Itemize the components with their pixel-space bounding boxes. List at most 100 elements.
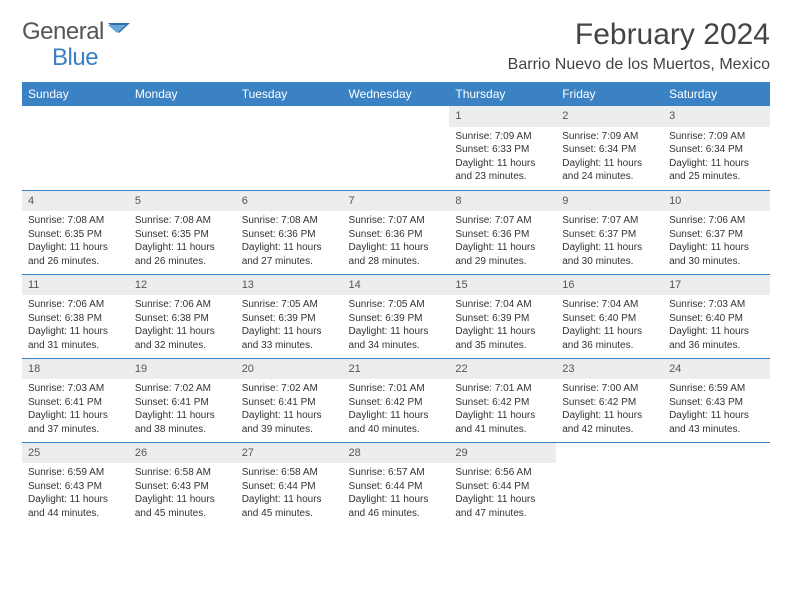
day-body: Sunrise: 7:08 AMSunset: 6:35 PMDaylight:…: [22, 211, 129, 272]
calendar-day-cell: 9 Sunrise: 7:07 AMSunset: 6:37 PMDaylight…: [556, 190, 663, 274]
sunset-line: Sunset: 6:37 PM: [562, 228, 657, 242]
calendar-week-row: 25Sunrise: 6:59 AMSunset: 6:43 PMDayligh…: [22, 442, 770, 526]
sunrise-line: Sunrise: 7:07 AM: [455, 214, 550, 228]
sunset-line: Sunset: 6:36 PM: [242, 228, 337, 242]
sunset-line: Sunset: 6:36 PM: [455, 228, 550, 242]
brand-logo: General: [22, 18, 132, 46]
location-subtitle: Barrio Nuevo de los Muertos, Mexico: [508, 56, 770, 74]
calendar-day-cell: 19Sunrise: 7:02 AMSunset: 6:41 PMDayligh…: [129, 358, 236, 442]
day-number: 25: [22, 443, 129, 464]
sunset-line: Sunset: 6:38 PM: [135, 312, 230, 326]
day-number: 6: [236, 191, 343, 212]
daylight-line: Daylight: 11 hours and 24 minutes.: [562, 157, 657, 184]
sunrise-line: Sunrise: 7:09 AM: [669, 130, 764, 144]
sunset-line: Sunset: 6:44 PM: [349, 480, 444, 494]
calendar-day-cell: 8Sunrise: 7:07 AMSunset: 6:36 PMDaylight…: [449, 190, 556, 274]
daylight-line: Daylight: 11 hours and 40 minutes.: [349, 409, 444, 436]
day-body: Sunrise: 7:06 AMSunset: 6:38 PMDaylight:…: [22, 295, 129, 356]
day-body: Sunrise: 7:04 AMSunset: 6:39 PMDaylight:…: [449, 295, 556, 356]
sunset-line: Sunset: 6:39 PM: [455, 312, 550, 326]
calendar-day-cell: 26Sunrise: 6:58 AMSunset: 6:43 PMDayligh…: [129, 442, 236, 526]
sunset-line: Sunset: 6:43 PM: [135, 480, 230, 494]
day-number: 2: [556, 106, 663, 127]
calendar-day-cell: [663, 442, 770, 526]
sunset-line: Sunset: 6:42 PM: [349, 396, 444, 410]
sunrise-line: Sunrise: 6:58 AM: [135, 466, 230, 480]
day-number: 11: [22, 275, 129, 296]
day-body: Sunrise: 7:06 AMSunset: 6:37 PMDaylight:…: [663, 211, 770, 272]
flag-icon: [108, 23, 130, 41]
sunrise-line: Sunrise: 7:08 AM: [28, 214, 123, 228]
day-number: 4: [22, 191, 129, 212]
day-number: 26: [129, 443, 236, 464]
day-number: 12: [129, 275, 236, 296]
sunrise-line: Sunrise: 7:01 AM: [455, 382, 550, 396]
sunrise-line: Sunrise: 7:07 AM: [562, 214, 657, 228]
calendar-day-cell: 15Sunrise: 7:04 AMSunset: 6:39 PMDayligh…: [449, 274, 556, 358]
weekday-header: Monday: [129, 82, 236, 106]
weekday-header: Tuesday: [236, 82, 343, 106]
day-body: Sunrise: 6:58 AMSunset: 6:43 PMDaylight:…: [129, 463, 236, 524]
calendar-day-cell: 4Sunrise: 7:08 AMSunset: 6:35 PMDaylight…: [22, 190, 129, 274]
sunset-line: Sunset: 6:39 PM: [242, 312, 337, 326]
sunrise-line: Sunrise: 7:08 AM: [135, 214, 230, 228]
day-number: 7: [343, 191, 450, 212]
day-number: 24: [663, 359, 770, 380]
daylight-line: Daylight: 11 hours and 41 minutes.: [455, 409, 550, 436]
daylight-line: Daylight: 11 hours and 26 minutes.: [28, 241, 123, 268]
calendar-day-cell: 5Sunrise: 7:08 AMSunset: 6:35 PMDaylight…: [129, 190, 236, 274]
day-number: 29: [449, 443, 556, 464]
calendar-day-cell: 3Sunrise: 7:09 AMSunset: 6:34 PMDaylight…: [663, 106, 770, 190]
day-body: Sunrise: 7:09 AMSunset: 6:34 PMDaylight:…: [663, 127, 770, 188]
day-body: Sunrise: 7:01 AMSunset: 6:42 PMDaylight:…: [343, 379, 450, 440]
sunset-line: Sunset: 6:43 PM: [28, 480, 123, 494]
day-body: Sunrise: 7:07 AMSunset: 6:36 PMDaylight:…: [343, 211, 450, 272]
day-number: 9: [556, 191, 663, 212]
sunrise-line: Sunrise: 7:04 AM: [562, 298, 657, 312]
calendar-day-cell: 14Sunrise: 7:05 AMSunset: 6:39 PMDayligh…: [343, 274, 450, 358]
day-number: 1: [449, 106, 556, 127]
daylight-line: Daylight: 11 hours and 30 minutes.: [562, 241, 657, 268]
day-body: Sunrise: 7:01 AMSunset: 6:42 PMDaylight:…: [449, 379, 556, 440]
daylight-line: Daylight: 11 hours and 34 minutes.: [349, 325, 444, 352]
brand-name-2: Blue: [52, 44, 98, 71]
title-block: February 2024 Barrio Nuevo de los Muerto…: [508, 18, 770, 74]
calendar-day-cell: 2Sunrise: 7:09 AMSunset: 6:34 PMDaylight…: [556, 106, 663, 190]
sunset-line: Sunset: 6:41 PM: [28, 396, 123, 410]
day-body: Sunrise: 7:05 AMSunset: 6:39 PMDaylight:…: [343, 295, 450, 356]
sunrise-line: Sunrise: 7:05 AM: [349, 298, 444, 312]
day-number: 10: [663, 191, 770, 212]
daylight-line: Daylight: 11 hours and 46 minutes.: [349, 493, 444, 520]
day-number: 20: [236, 359, 343, 380]
day-number: 27: [236, 443, 343, 464]
calendar-week-row: 18Sunrise: 7:03 AMSunset: 6:41 PMDayligh…: [22, 358, 770, 442]
calendar-day-cell: 20Sunrise: 7:02 AMSunset: 6:41 PMDayligh…: [236, 358, 343, 442]
month-title: February 2024: [508, 18, 770, 52]
sunrise-line: Sunrise: 7:06 AM: [28, 298, 123, 312]
sunset-line: Sunset: 6:35 PM: [135, 228, 230, 242]
day-body: Sunrise: 6:56 AMSunset: 6:44 PMDaylight:…: [449, 463, 556, 524]
day-number: 18: [22, 359, 129, 380]
calendar-day-cell: 29Sunrise: 6:56 AMSunset: 6:44 PMDayligh…: [449, 442, 556, 526]
day-body: Sunrise: 7:03 AMSunset: 6:40 PMDaylight:…: [663, 295, 770, 356]
day-number: 5: [129, 191, 236, 212]
daylight-line: Daylight: 11 hours and 36 minutes.: [562, 325, 657, 352]
day-number: 17: [663, 275, 770, 296]
sunset-line: Sunset: 6:41 PM: [135, 396, 230, 410]
calendar-week-row: 11Sunrise: 7:06 AMSunset: 6:38 PMDayligh…: [22, 274, 770, 358]
sunset-line: Sunset: 6:42 PM: [562, 396, 657, 410]
sunrise-line: Sunrise: 7:08 AM: [242, 214, 337, 228]
sunset-line: Sunset: 6:35 PM: [28, 228, 123, 242]
sunrise-line: Sunrise: 7:09 AM: [455, 130, 550, 144]
calendar-day-cell: 23Sunrise: 7:00 AMSunset: 6:42 PMDayligh…: [556, 358, 663, 442]
day-body: Sunrise: 6:57 AMSunset: 6:44 PMDaylight:…: [343, 463, 450, 524]
daylight-line: Daylight: 11 hours and 36 minutes.: [669, 325, 764, 352]
calendar-day-cell: 12Sunrise: 7:06 AMSunset: 6:38 PMDayligh…: [129, 274, 236, 358]
daylight-line: Daylight: 11 hours and 42 minutes.: [562, 409, 657, 436]
daylight-line: Daylight: 11 hours and 31 minutes.: [28, 325, 123, 352]
sunset-line: Sunset: 6:34 PM: [562, 143, 657, 157]
day-body: Sunrise: 7:00 AMSunset: 6:42 PMDaylight:…: [556, 379, 663, 440]
sunrise-line: Sunrise: 6:57 AM: [349, 466, 444, 480]
sunset-line: Sunset: 6:39 PM: [349, 312, 444, 326]
sunrise-line: Sunrise: 7:04 AM: [455, 298, 550, 312]
